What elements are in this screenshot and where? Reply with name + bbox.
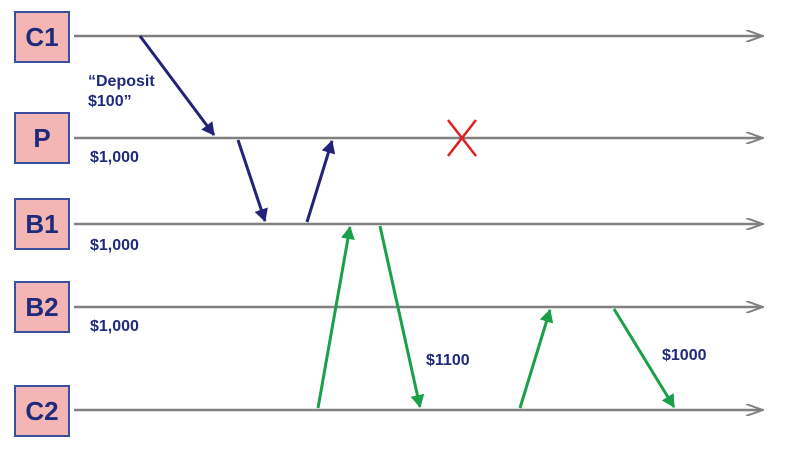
p-balance: $1,000 (90, 149, 139, 166)
read-1000-label: $1000 (662, 347, 707, 364)
node-p: P (14, 112, 70, 164)
message-arrow-b1-to-c2 (378, 225, 425, 408)
node-b1: B1 (14, 198, 70, 250)
node-b2: B2 (14, 281, 70, 333)
deposit-note-line2: $100” (88, 93, 132, 110)
message-arrow-c2-to-b1 (316, 226, 355, 409)
x-crash-icon (447, 119, 477, 157)
deposit-note: “Deposit $100” (88, 72, 155, 112)
message-arrow-p-to-b1 (236, 139, 268, 222)
message-arrow-c1-to-p (138, 35, 216, 136)
deposit-note-line1: “Deposit (88, 73, 155, 90)
read-1100-label: $1100 (426, 352, 470, 369)
message-arrow-c2-to-b2 (518, 309, 554, 409)
b2-balance: $1,000 (90, 318, 139, 335)
message-arrow-b2-to-c2 (612, 308, 676, 408)
node-c2: C2 (14, 385, 70, 437)
b1-balance: $1,000 (90, 237, 139, 254)
message-arrow-b1-to-p (305, 140, 336, 223)
node-c1: C1 (14, 11, 70, 63)
